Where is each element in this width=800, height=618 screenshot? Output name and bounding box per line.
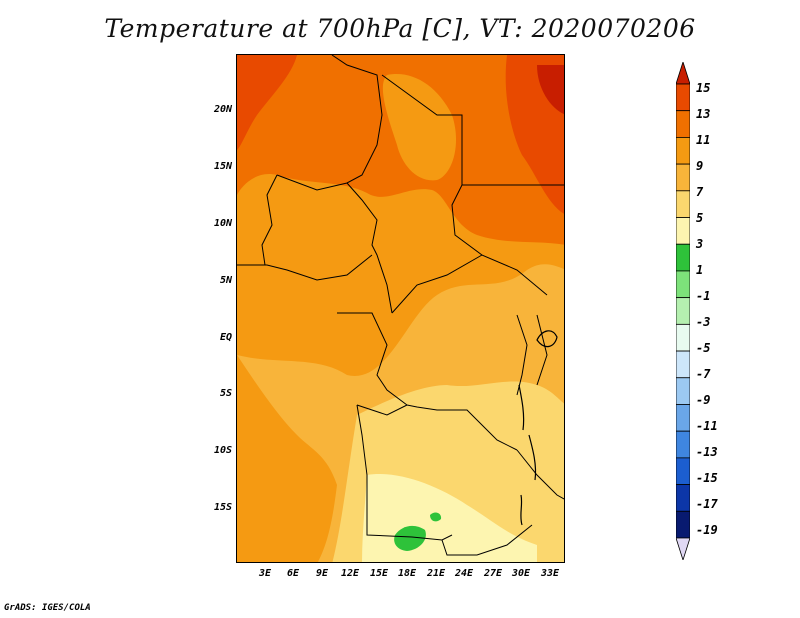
colorbar-box [676, 270, 690, 299]
colorbar-label: 15 [696, 81, 711, 95]
colorbar-label: 11 [696, 133, 711, 147]
colorbar-label: -1 [696, 289, 711, 303]
colorbar-box [676, 163, 690, 192]
colorbar-box [676, 350, 690, 379]
colorbar-box [676, 217, 690, 245]
colorbar-label: 5 [696, 211, 704, 225]
colorbar-box [676, 243, 690, 272]
colorbar-box [676, 484, 690, 512]
colorbar-box [676, 83, 690, 112]
lat-label-5n: 5N [219, 275, 232, 286]
field-1-3-b [430, 512, 442, 522]
field-9-11-pocket [382, 74, 457, 181]
lon-label-33e: 33E [540, 568, 560, 579]
colorbar-box [676, 297, 690, 325]
colorbar-box [676, 377, 690, 405]
lat-label-15n: 15N [213, 161, 232, 172]
field-15-hot [537, 65, 564, 115]
colorbar-box [676, 110, 690, 138]
colorbar-label: 3 [696, 237, 704, 251]
temperature-map [236, 54, 565, 563]
lon-label-6e: 6E [286, 568, 300, 579]
colorbar-label: -11 [696, 419, 718, 433]
colorbar-label: -9 [696, 393, 711, 407]
lon-label-24e: 24E [454, 568, 474, 579]
lon-label-30e: 30E [511, 568, 531, 579]
colorbar-label: -13 [696, 445, 718, 459]
colorbar-label: -7 [696, 367, 711, 381]
field-13-15-west [237, 55, 297, 150]
credit-text: GrADS: IGES/COLA [4, 603, 91, 613]
colorbar-label: -3 [696, 315, 711, 329]
colorbar-label: 7 [696, 185, 704, 199]
colorbar-top-triangle [676, 62, 690, 85]
lon-label-3e: 3E [258, 568, 272, 579]
colorbar [676, 62, 690, 560]
colorbar-box [676, 190, 690, 218]
colorbar-box [676, 404, 690, 432]
lon-label-21e: 21E [426, 568, 446, 579]
lat-label-10s: 10S [213, 445, 232, 456]
colorbar-box [676, 323, 690, 352]
lat-label-20n: 20N [213, 104, 232, 115]
lon-label-18e: 18E [397, 568, 417, 579]
colorbar-box [676, 137, 690, 165]
lon-label-15e: 15E [369, 568, 389, 579]
lon-label-12e: 12E [340, 568, 360, 579]
lakes [518, 330, 558, 526]
field-1-3-a [394, 525, 426, 551]
colorbar-label: 1 [696, 263, 704, 277]
colorbar-box [676, 510, 690, 539]
colorbar-label: -19 [696, 523, 718, 537]
colorbar-bottom-triangle [676, 537, 690, 560]
colorbar-label: 13 [696, 107, 711, 121]
colorbar-label: -5 [696, 341, 711, 355]
colorbar-box [676, 457, 690, 485]
colorbar-label: 9 [696, 159, 704, 173]
lon-label-27e: 27E [483, 568, 503, 579]
lat-label-15s: 15S [213, 502, 232, 513]
field-9-11-coast [237, 355, 337, 562]
colorbar-label: -17 [696, 497, 718, 511]
colorbar-label: -15 [696, 471, 718, 485]
map-title: Temperature at 700hPa [C], VT: 202007020… [104, 14, 696, 43]
lat-label-5s: 5S [219, 388, 232, 399]
lat-label-eq: EQ [219, 332, 232, 343]
lon-label-9e: 9E [315, 568, 329, 579]
lat-label-10n: 10N [213, 218, 232, 229]
colorbar-box [676, 430, 690, 459]
temperature-field [237, 55, 564, 562]
country-borders [237, 55, 564, 556]
colorbar-boxes [676, 83, 690, 539]
